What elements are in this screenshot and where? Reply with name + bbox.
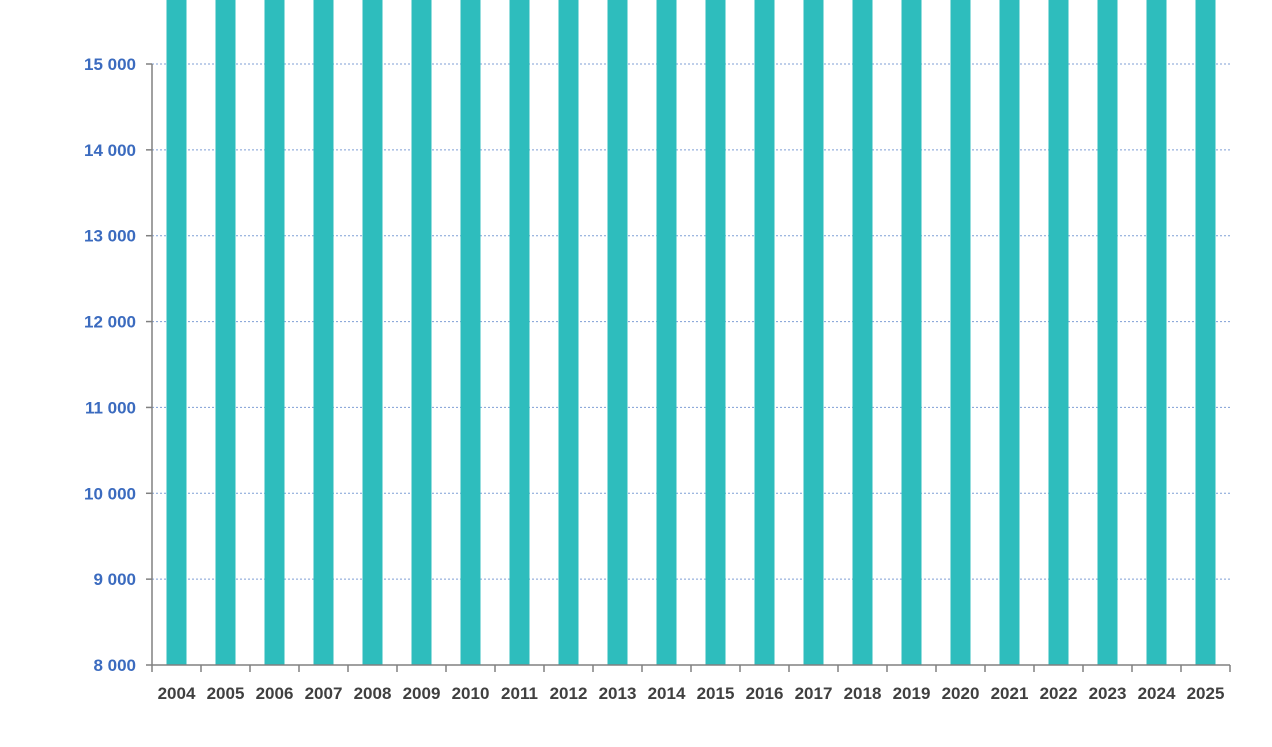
bar-segment-main	[1146, 0, 1167, 665]
bar-segment-main	[1195, 0, 1216, 666]
x-tick-label: 2016	[746, 684, 784, 703]
bar-segment-main	[1097, 0, 1118, 665]
x-tick-label: 2022	[1040, 684, 1078, 703]
y-tick-label: 9 000	[93, 570, 136, 589]
bar-segment-main	[411, 0, 432, 666]
bar-segment-main	[607, 0, 628, 666]
tick-labels: 8 000 9 000 10 000 11 000 12 000 13 000 14 000…	[84, 55, 1224, 703]
y-tick-label: 14 000	[84, 141, 136, 160]
x-tick-label: 2023	[1089, 684, 1127, 703]
x-tick-label: 2021	[991, 684, 1029, 703]
x-tick-label: 2015	[697, 684, 735, 703]
y-tick-label: 8 000	[93, 656, 136, 675]
x-tick-label: 2014	[648, 684, 686, 703]
bar-segment-main	[313, 0, 334, 665]
x-tick-label: 2013	[599, 684, 637, 703]
x-tick-label: 2025	[1187, 684, 1225, 703]
x-tick-label: 2010	[452, 684, 490, 703]
x-tick-label: 2019	[893, 684, 931, 703]
bar-segment-main	[901, 0, 922, 665]
bar-segment-main	[558, 0, 579, 665]
bar-segment-main	[754, 0, 775, 665]
bar-segment-main	[215, 0, 236, 665]
x-tick-label: 2024	[1138, 684, 1176, 703]
bar-segment-main	[166, 0, 187, 666]
bar-segment-main	[656, 0, 677, 665]
bar-segment-main	[950, 0, 971, 666]
y-tick-label: 13 000	[84, 227, 136, 246]
x-tick-label: 2017	[795, 684, 833, 703]
bar-segment-main	[460, 0, 481, 665]
bar-segment-main	[852, 0, 873, 665]
bar-segment-main	[999, 0, 1020, 665]
x-tick-label: 2009	[403, 684, 441, 703]
x-tick-label: 2008	[354, 684, 392, 703]
y-tick-label: 11 000	[85, 398, 136, 417]
x-tick-label: 2020	[942, 684, 980, 703]
x-tick-label: 2012	[550, 684, 588, 703]
bar-segment-main	[362, 0, 383, 665]
y-tick-label: 12 000	[84, 313, 136, 332]
bar-segment-main	[705, 0, 726, 666]
x-tick-label: 2005	[207, 684, 245, 703]
x-tick-label: 2004	[158, 684, 196, 703]
x-tick-label: 2007	[305, 684, 343, 703]
bar-segment-main	[803, 0, 824, 665]
bar-segment-main	[509, 0, 530, 666]
x-tick-label: 2018	[844, 684, 882, 703]
y-tick-label: 15 000	[84, 55, 136, 74]
bar-segment-main	[264, 0, 285, 666]
x-tick-label: 2006	[256, 684, 294, 703]
bars	[166, 0, 1216, 666]
bar-segment-main	[1048, 0, 1069, 665]
y-tick-label: 10 000	[84, 484, 136, 503]
x-tick-label: 2011	[501, 684, 538, 703]
axes	[146, 63, 1231, 672]
